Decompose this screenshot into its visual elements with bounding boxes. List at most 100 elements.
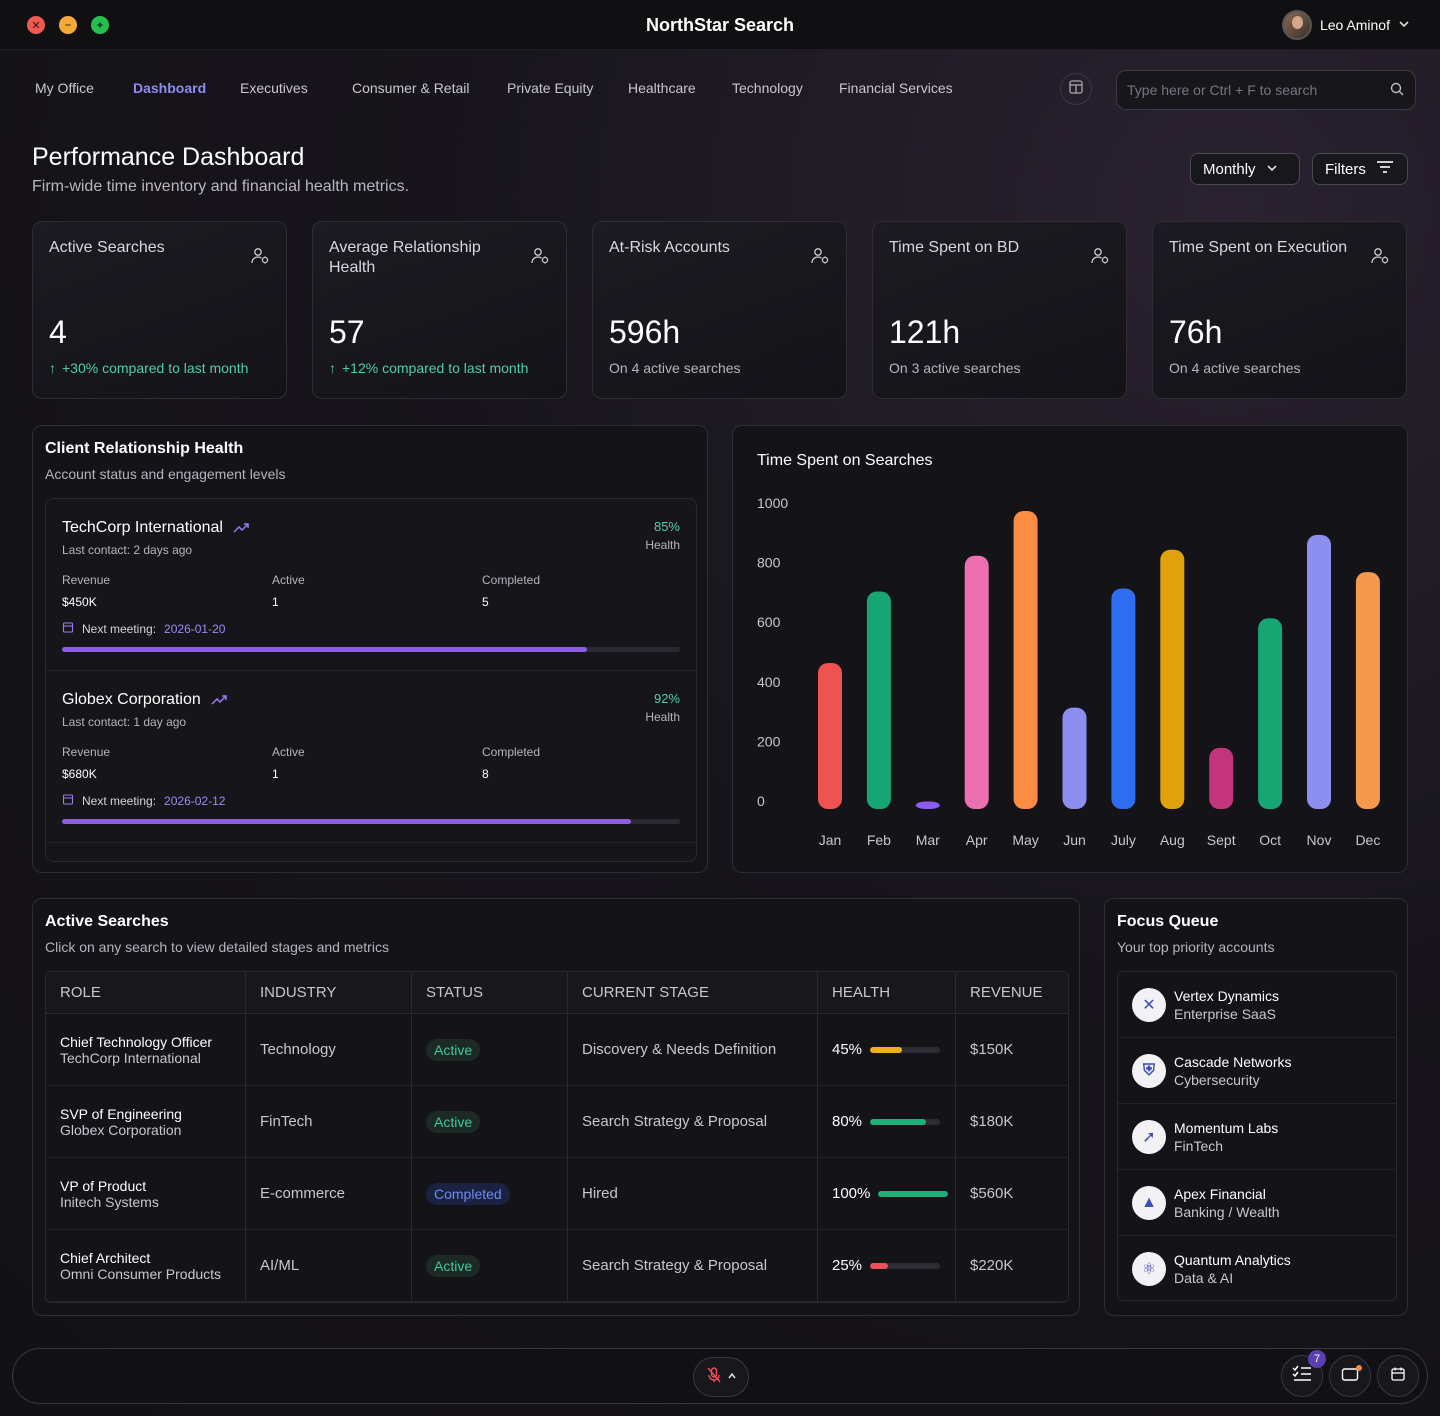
- column-header-label: ROLE: [60, 984, 101, 1001]
- atom-icon: ⚛: [1132, 1251, 1166, 1286]
- panel-title: Active Searches: [45, 913, 169, 930]
- health-bar: [878, 1190, 949, 1197]
- metric-revenue: Revenue $450K: [62, 573, 110, 609]
- column-header[interactable]: REVENUE: [956, 972, 1068, 1013]
- bar-apr[interactable]: [964, 555, 989, 809]
- table-row[interactable]: Chief Architect Omni Consumer Products AI/…: [46, 1230, 1068, 1302]
- metric-label: Active: [272, 745, 305, 759]
- metric-label: Completed: [482, 745, 541, 759]
- focus-queue-item[interactable]: ⛨ Cascade Networks Cybersecurity: [1118, 1038, 1396, 1104]
- notification-dot: [1356, 1365, 1362, 1371]
- focus-queue-item[interactable]: ➚ Momentum Labs FinTech: [1118, 1104, 1396, 1170]
- stat-note-text: +12% compared to last month: [342, 360, 529, 376]
- account-industry: Enterprise SaaS: [1174, 1005, 1276, 1022]
- client-card[interactable]: Globex Corporation Last contact: 1 day ag…: [46, 671, 696, 843]
- filters-button[interactable]: Filters: [1312, 153, 1408, 185]
- y-tick-label: 0: [757, 793, 765, 809]
- tab-private-equity[interactable]: Private Equity: [507, 80, 594, 96]
- trend-up-icon: [211, 692, 227, 708]
- company-name: Initech Systems: [60, 1193, 159, 1210]
- stat-note-text: On 3 active searches: [889, 360, 1021, 376]
- panel-subtitle: Click on any search to view detailed sta…: [45, 939, 389, 955]
- stat-note-text: +30% compared to last month: [62, 360, 249, 376]
- mic-toggle-button[interactable]: [693, 1357, 749, 1397]
- table-row[interactable]: SVP of Engineering Globex Corporation FinT…: [46, 1086, 1068, 1158]
- bar-oct[interactable]: [1258, 618, 1283, 809]
- tab-consumer-retail[interactable]: Consumer & Retail: [352, 80, 470, 96]
- stat-value: 76h: [1169, 314, 1223, 350]
- tab-technology[interactable]: Technology: [732, 80, 803, 96]
- tab-healthcare[interactable]: Healthcare: [628, 80, 696, 96]
- search-input[interactable]: Type here or Ctrl + F to search: [1116, 70, 1416, 110]
- time-spent-chart-panel: Time Spent on Searches 0 200 400 600 800 1000…: [732, 425, 1408, 873]
- table-cell: VP of Product Initech Systems: [46, 1158, 246, 1229]
- maximize-window-button[interactable]: ✦: [91, 16, 109, 34]
- tasks-button[interactable]: 7: [1281, 1350, 1326, 1397]
- main-nav: My Office Dashboard Executives Consumer …: [35, 80, 953, 96]
- user-settings-icon: [810, 246, 830, 271]
- bar-jun[interactable]: [1062, 707, 1087, 809]
- column-header[interactable]: ROLE: [46, 972, 246, 1013]
- focus-queue-item[interactable]: ✕ Vertex Dynamics Enterprise SaaS: [1118, 972, 1396, 1038]
- bar-may[interactable]: [1013, 511, 1038, 809]
- table-row[interactable]: Chief Technology Officer TechCorp Interna…: [46, 1014, 1068, 1086]
- bar-aug[interactable]: [1160, 549, 1185, 809]
- stat-label: Active Searches: [49, 239, 165, 256]
- current-stage: Hired: [582, 1185, 618, 1202]
- table-cell: $180K: [956, 1086, 1068, 1157]
- minimize-window-button[interactable]: –: [59, 16, 77, 34]
- stat-card[interactable]: Time Spent on BD 121h On 3 active searches: [872, 221, 1127, 399]
- tab-executives[interactable]: Executives: [240, 80, 308, 96]
- calendar-icon: [62, 793, 74, 808]
- revenue: $150K: [970, 1041, 1014, 1058]
- stat-card[interactable]: Average Relationship Health 57 ↑ +12% compa…: [312, 221, 567, 399]
- column-header[interactable]: HEALTH: [818, 972, 956, 1013]
- bar-dec[interactable]: [1355, 572, 1380, 809]
- bar-jan[interactable]: [818, 662, 842, 809]
- table-cell: 45%: [818, 1014, 956, 1085]
- table-cell: SVP of Engineering Globex Corporation: [46, 1086, 246, 1157]
- bar-july[interactable]: [1111, 588, 1136, 809]
- column-header[interactable]: STATUS: [412, 972, 568, 1013]
- client-name: Globex Corporation: [62, 691, 201, 708]
- chevron-up-icon: [727, 1368, 737, 1386]
- tab-my-office[interactable]: My Office: [35, 80, 94, 96]
- stat-card[interactable]: Time Spent on Execution 76h On 4 active se…: [1152, 221, 1407, 399]
- stat-card[interactable]: Active Searches 4 ↑ +30% compared to last m…: [32, 221, 287, 399]
- column-header[interactable]: CURRENT STAGE: [568, 972, 818, 1013]
- bar-feb[interactable]: [866, 591, 891, 809]
- focus-queue-item[interactable]: ▲ Apex Financial Banking / Wealth: [1118, 1170, 1396, 1236]
- active-searches-panel: Active Searches Click on any search to v…: [32, 898, 1080, 1316]
- focus-queue-item[interactable]: ⚛ Quantum Analytics Data & AI: [1118, 1236, 1396, 1300]
- trend-up-icon: [233, 520, 249, 536]
- bar-nov[interactable]: [1307, 534, 1331, 809]
- health-percent: 25%: [832, 1257, 863, 1274]
- panel-title: Focus Queue: [1117, 913, 1219, 930]
- searches-table: ROLE INDUSTRY STATUS CURRENT STAGE HEALTH REV…: [45, 971, 1069, 1303]
- health-percent: 45%: [832, 1041, 863, 1058]
- user-menu[interactable]: Leo Aminof: [1281, 10, 1410, 40]
- tab-financial-services[interactable]: Financial Services: [839, 80, 953, 96]
- table-cell: Technology: [246, 1014, 412, 1085]
- meeting-date: 2026-01-20: [164, 621, 226, 636]
- tab-dashboard[interactable]: Dashboard: [133, 80, 207, 96]
- layout-toggle-button[interactable]: [1060, 73, 1092, 105]
- account-industry: Data & AI: [1174, 1269, 1234, 1286]
- bar-mar[interactable]: [915, 801, 940, 809]
- period-select[interactable]: Monthly: [1190, 153, 1300, 185]
- notifications-button[interactable]: [1329, 1355, 1371, 1397]
- client-card[interactable]: TechCorp International Last contact: 2 da…: [46, 499, 696, 671]
- column-header[interactable]: INDUSTRY: [246, 972, 412, 1013]
- calendar-button[interactable]: [1377, 1355, 1419, 1397]
- user-name: Leo Aminof: [1319, 17, 1390, 33]
- status-badge: Active: [426, 1254, 481, 1277]
- role-title: Chief Technology Officer: [60, 1033, 213, 1050]
- metric-label: Revenue: [62, 745, 111, 759]
- table-row[interactable]: VP of Product Initech Systems E-commerce Co…: [46, 1158, 1068, 1230]
- meeting-label: Next meeting:: [82, 793, 157, 808]
- stat-note: On 4 active searches: [609, 360, 741, 376]
- stat-card[interactable]: At-Risk Accounts 596h On 4 active searches: [592, 221, 847, 399]
- close-window-button[interactable]: ✕: [27, 16, 45, 34]
- y-tick-label: 800: [757, 555, 781, 571]
- bar-sept[interactable]: [1209, 747, 1234, 809]
